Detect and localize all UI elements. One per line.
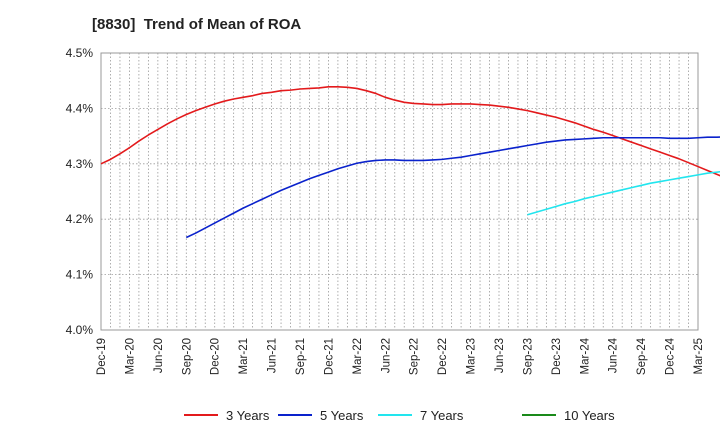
chart-title: [8830] Trend of Mean of ROA xyxy=(92,16,302,33)
x-tick-label: Mar-23 xyxy=(466,338,478,374)
x-tick-label: Sep-22 xyxy=(409,338,421,375)
x-tick-label: Jun-22 xyxy=(380,338,392,373)
plot-frame xyxy=(100,52,699,331)
x-tick-label: Sep-23 xyxy=(522,338,534,375)
x-tick-label: Sep-20 xyxy=(181,338,193,375)
x-tick-label: Sep-24 xyxy=(636,337,648,375)
y-tick-label: 4.2% xyxy=(66,212,94,226)
series-line-3-years xyxy=(100,85,720,177)
x-tick-label: Mar-25 xyxy=(693,338,705,374)
x-tick-label: Dec-21 xyxy=(323,338,335,375)
series-layer xyxy=(100,85,720,239)
x-tick-label: Mar-22 xyxy=(352,338,364,374)
axis-layer: 4.0% 4.1% 4.2% 4.3% 4.4% 4.5% Dec-19 Mar-20 Jun-… xyxy=(66,46,705,375)
series-line-7-years xyxy=(527,170,720,216)
y-tick-label: 4.1% xyxy=(66,268,94,282)
x-tick-label: Sep-21 xyxy=(295,338,307,375)
x-tick-label: Jun-23 xyxy=(494,338,506,373)
legend: 3 Years 5 Years 7 Years 10 Years xyxy=(184,408,615,423)
series-line-5-years xyxy=(185,136,720,239)
x-tick-label: Jun-24 xyxy=(608,337,620,373)
x-tick-label: Dec-20 xyxy=(210,338,222,375)
x-tick-label: Mar-24 xyxy=(579,337,591,374)
x-tick-label: Dec-22 xyxy=(437,338,449,375)
x-tick-label: Jun-21 xyxy=(267,338,279,373)
x-tick-label: Dec-19 xyxy=(96,338,108,375)
legend-label: 5 Years xyxy=(320,408,364,423)
grid-layer xyxy=(100,52,699,331)
legend-label: 10 Years xyxy=(564,408,615,423)
x-tick-label: Jun-20 xyxy=(153,338,165,373)
legend-label: 3 Years xyxy=(226,408,270,423)
legend-label: 7 Years xyxy=(420,408,464,423)
y-tick-label: 4.0% xyxy=(66,323,94,337)
x-tick-label: Mar-21 xyxy=(238,338,250,374)
x-tick-label: Mar-20 xyxy=(124,338,136,374)
x-tick-label: Dec-24 xyxy=(665,337,677,375)
y-tick-label: 4.4% xyxy=(66,101,94,115)
x-tick-label: Dec-23 xyxy=(551,338,563,375)
y-tick-label: 4.5% xyxy=(66,46,94,60)
y-tick-label: 4.3% xyxy=(66,157,94,171)
